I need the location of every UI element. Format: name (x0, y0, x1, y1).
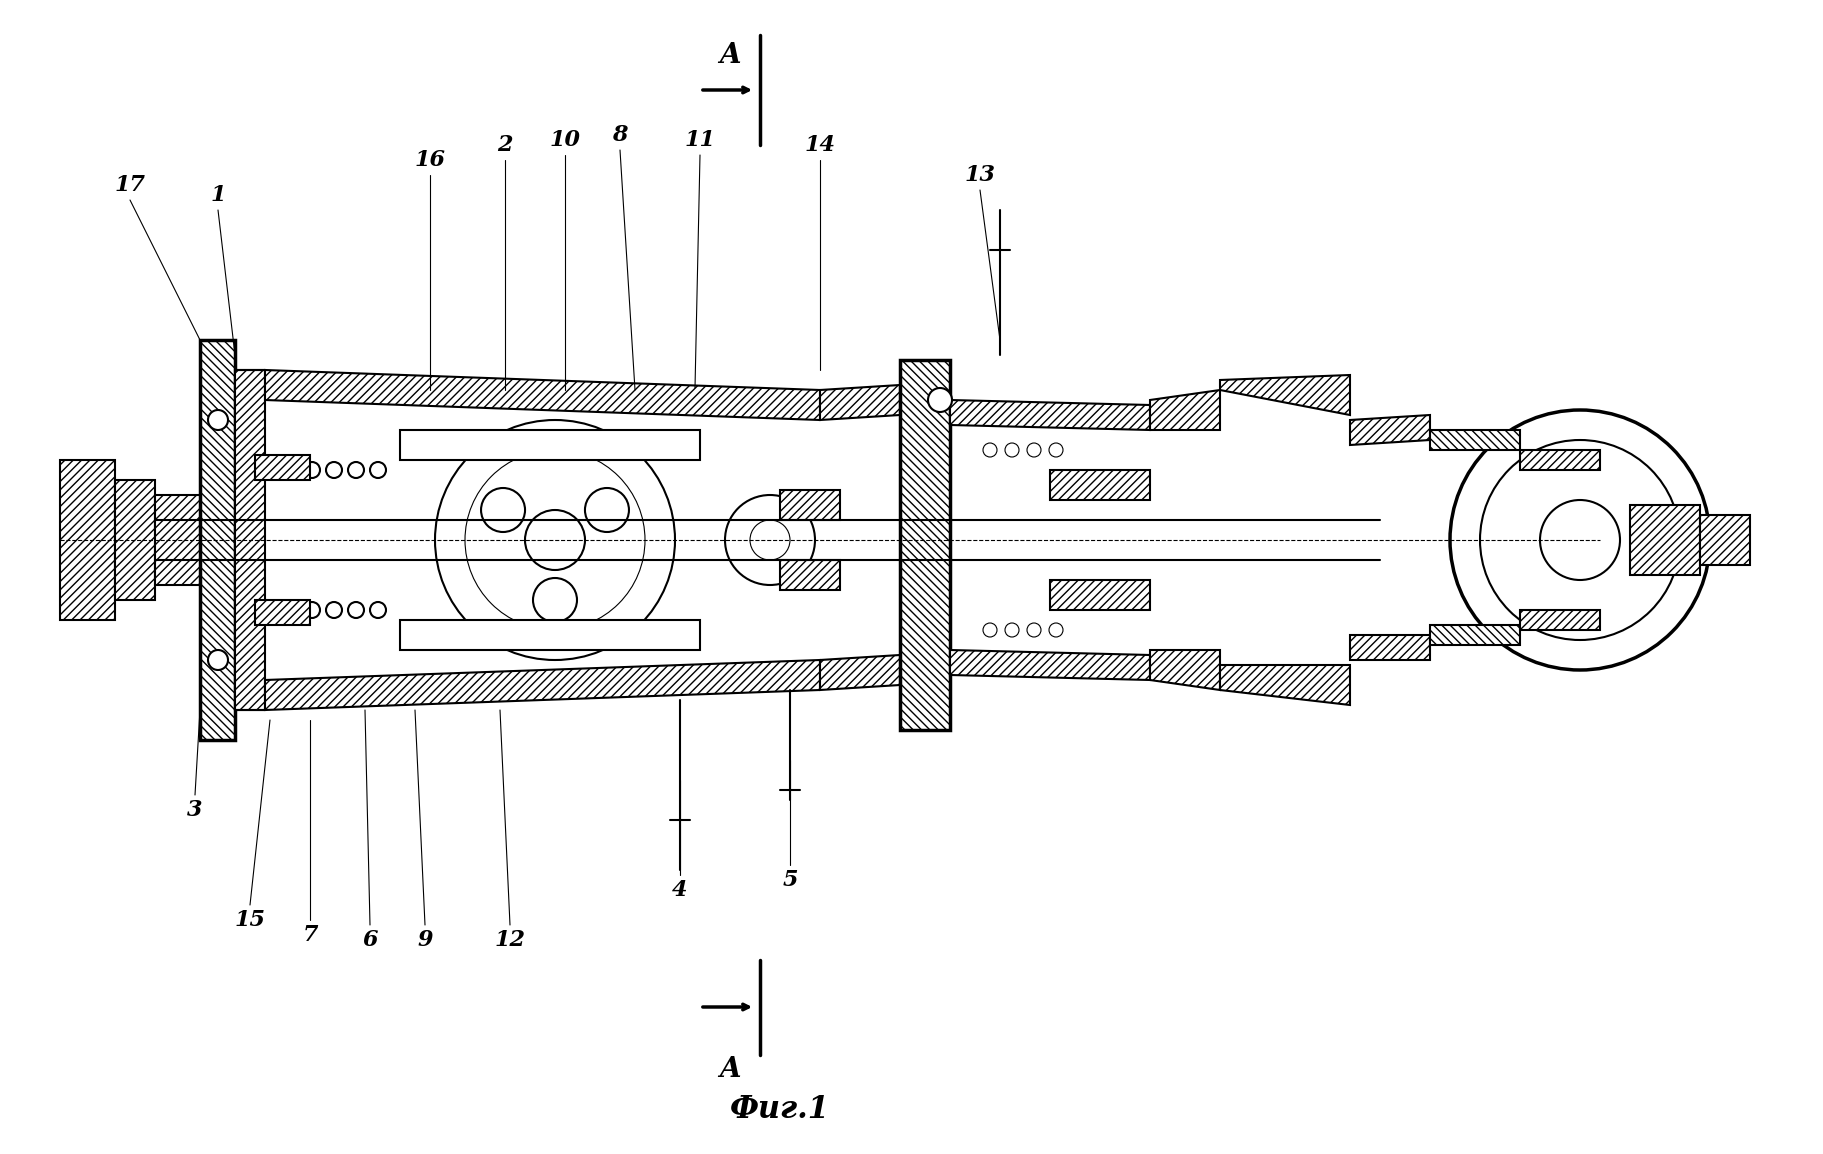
Circle shape (370, 462, 386, 478)
Circle shape (1449, 410, 1708, 670)
Circle shape (1026, 623, 1041, 637)
Text: 16: 16 (414, 149, 445, 171)
Text: 8: 8 (613, 123, 627, 147)
Circle shape (283, 462, 297, 478)
Circle shape (724, 495, 815, 585)
Circle shape (370, 602, 386, 619)
Polygon shape (60, 460, 115, 620)
Polygon shape (1429, 625, 1519, 645)
Polygon shape (1148, 650, 1220, 690)
Text: 15: 15 (235, 909, 266, 931)
Polygon shape (1429, 430, 1519, 450)
Polygon shape (115, 480, 155, 600)
Circle shape (348, 602, 365, 619)
Text: 1: 1 (210, 183, 226, 207)
Text: A: A (718, 42, 740, 68)
Circle shape (348, 462, 365, 478)
Polygon shape (899, 360, 950, 730)
Polygon shape (1220, 375, 1349, 415)
Text: 13: 13 (964, 164, 995, 186)
Circle shape (1026, 443, 1041, 457)
Polygon shape (399, 430, 700, 460)
Polygon shape (1630, 505, 1699, 575)
Polygon shape (820, 655, 899, 690)
Text: 11: 11 (684, 129, 715, 151)
Circle shape (928, 388, 952, 412)
Circle shape (1048, 623, 1063, 637)
Circle shape (304, 462, 319, 478)
Circle shape (532, 578, 576, 622)
Polygon shape (950, 650, 1148, 680)
Polygon shape (950, 400, 1148, 430)
Polygon shape (1519, 610, 1599, 630)
Text: 9: 9 (417, 929, 432, 951)
Text: 2: 2 (498, 134, 512, 156)
Polygon shape (1519, 450, 1599, 470)
Text: 6: 6 (363, 929, 377, 951)
Polygon shape (255, 600, 310, 625)
Circle shape (208, 410, 228, 430)
Circle shape (1004, 443, 1019, 457)
Circle shape (481, 488, 525, 532)
Polygon shape (1349, 635, 1429, 660)
Circle shape (326, 602, 343, 619)
Circle shape (585, 488, 629, 532)
Polygon shape (820, 385, 899, 420)
Polygon shape (264, 660, 820, 710)
Text: 4: 4 (673, 879, 687, 901)
Polygon shape (1699, 515, 1748, 565)
Text: 10: 10 (549, 129, 580, 151)
Text: 12: 12 (494, 929, 525, 951)
Circle shape (304, 602, 319, 619)
Text: 17: 17 (115, 174, 146, 196)
Polygon shape (201, 340, 235, 740)
Polygon shape (1220, 665, 1349, 705)
Text: 14: 14 (804, 134, 835, 156)
Circle shape (1478, 440, 1679, 640)
Circle shape (1539, 500, 1619, 580)
Circle shape (749, 520, 789, 560)
Circle shape (983, 623, 997, 637)
Circle shape (465, 450, 645, 630)
Circle shape (983, 443, 997, 457)
Text: 7: 7 (303, 924, 317, 946)
Circle shape (525, 510, 585, 570)
Circle shape (1004, 623, 1019, 637)
Polygon shape (780, 560, 840, 590)
Circle shape (283, 602, 297, 619)
Polygon shape (1349, 415, 1429, 445)
Text: 5: 5 (782, 869, 797, 891)
Polygon shape (1050, 470, 1148, 500)
Polygon shape (780, 490, 840, 520)
Circle shape (434, 420, 675, 660)
Text: A: A (718, 1057, 740, 1084)
Polygon shape (399, 620, 700, 650)
Bar (60, 40, 1759, 1040)
Circle shape (326, 462, 343, 478)
Text: 3: 3 (188, 799, 202, 820)
Polygon shape (1050, 580, 1148, 610)
Text: Фиг.1: Фиг.1 (729, 1094, 829, 1125)
Polygon shape (235, 370, 264, 710)
Polygon shape (255, 455, 310, 480)
Circle shape (1048, 443, 1063, 457)
Polygon shape (264, 370, 820, 420)
Polygon shape (1148, 390, 1220, 430)
Polygon shape (155, 495, 204, 585)
Circle shape (208, 650, 228, 670)
